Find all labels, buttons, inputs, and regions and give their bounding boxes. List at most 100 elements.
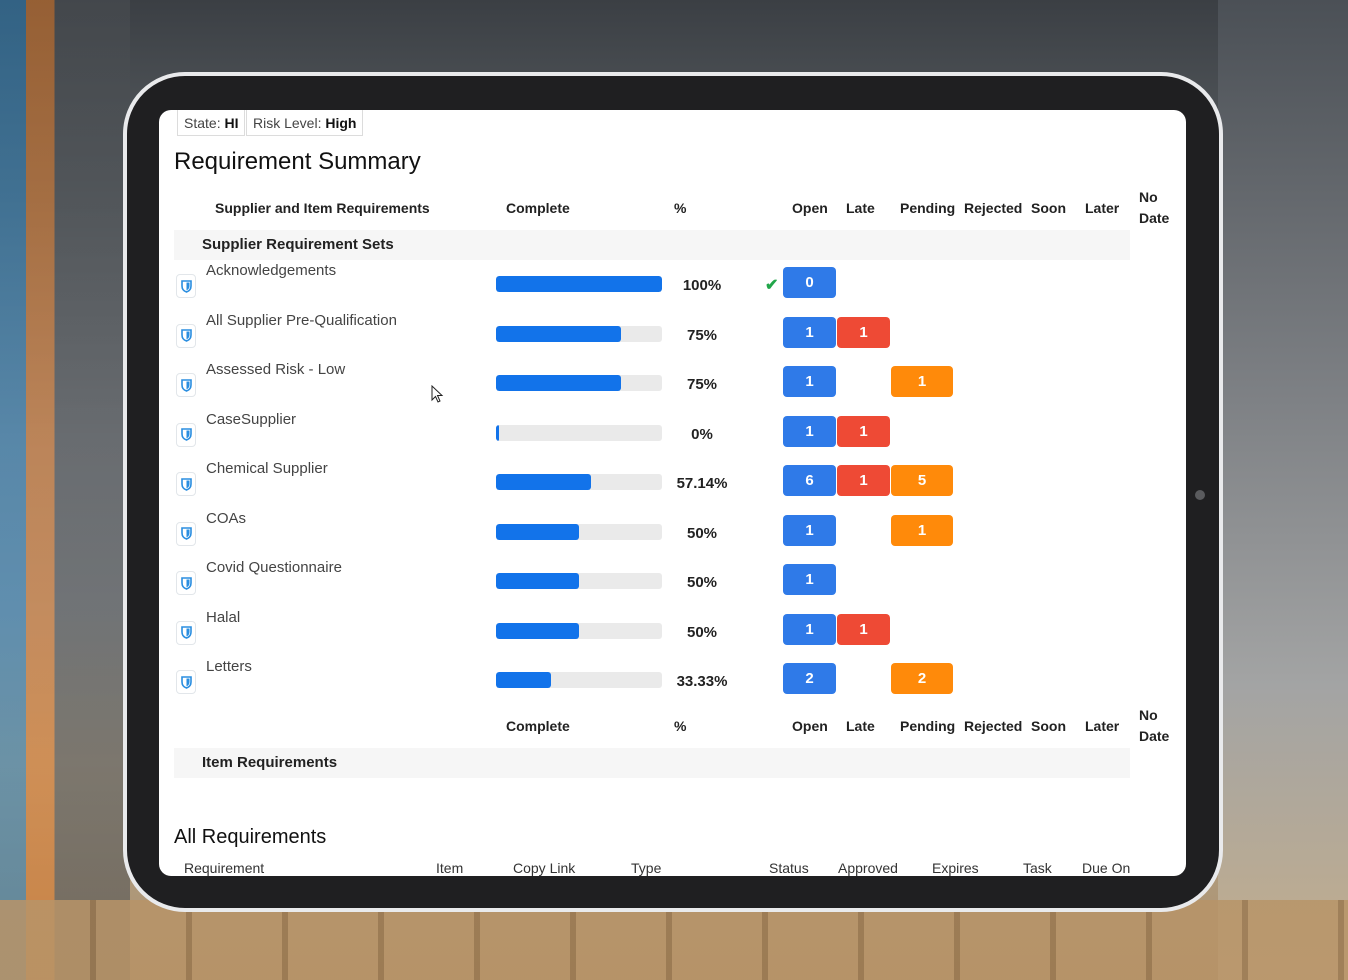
progress-bar: [496, 474, 662, 490]
col-header-nodate-1: No: [1139, 189, 1158, 205]
progress-bar: [496, 672, 662, 688]
col-header-late: Late: [846, 200, 875, 216]
progress-bar: [496, 276, 662, 292]
progress-fill: [496, 276, 662, 292]
pending-count-badge[interactable]: 2: [891, 663, 953, 694]
all-col-due-on[interactable]: Due On: [1082, 860, 1131, 876]
col-header-percent-2: %: [674, 718, 687, 734]
open-count-badge[interactable]: 1: [783, 514, 836, 546]
late-count-badge[interactable]: 1: [837, 415, 890, 447]
table-row[interactable]: Letters 33.33% 2 2: [159, 658, 1186, 707]
percent-complete: 50%: [686, 574, 718, 591]
section-item-requirements: Item Requirements: [174, 748, 1130, 778]
open-count-badge[interactable]: 2: [783, 663, 836, 694]
progress-bar: [496, 573, 662, 589]
open-count-badge[interactable]: 1: [783, 366, 836, 397]
table-row[interactable]: COAs 50% 1 1: [159, 510, 1186, 559]
table-row[interactable]: Acknowledgements 100% ✔ 0: [159, 262, 1186, 311]
shield-icon[interactable]: [176, 274, 196, 298]
requirement-name[interactable]: All Supplier Pre-Qualification: [206, 311, 397, 329]
percent-complete: 100%: [682, 277, 722, 294]
all-col-item[interactable]: Item: [436, 860, 464, 876]
requirement-name[interactable]: Letters: [206, 658, 252, 675]
requirement-name[interactable]: Assessed Risk - Low: [206, 361, 346, 378]
shield-icon[interactable]: [176, 472, 196, 496]
requirement-name[interactable]: Halal: [206, 608, 241, 626]
progress-fill: [496, 672, 552, 688]
state-value: HI: [224, 115, 239, 131]
table-row[interactable]: Chemical Supplier 57.14% 6 1 5: [159, 460, 1186, 509]
pending-count-badge[interactable]: 5: [891, 465, 953, 496]
progress-bar: [496, 325, 662, 342]
state-filter-chip[interactable]: State: HI: [177, 110, 246, 136]
col-header-rejected-2: Rejected: [964, 718, 1023, 734]
late-count-badge[interactable]: 1: [837, 465, 890, 496]
late-count-badge[interactable]: 1: [837, 316, 890, 348]
table-row[interactable]: CaseSupplier 0% 1 1: [159, 411, 1186, 460]
col-header-later: Later: [1085, 200, 1120, 216]
requirement-name[interactable]: Acknowledgements: [206, 262, 337, 279]
background-boxes: [0, 900, 1348, 980]
check-icon: ✔: [765, 277, 779, 294]
background-left: [0, 0, 130, 980]
all-col-expires[interactable]: Expires: [932, 860, 979, 876]
requirement-name[interactable]: Chemical Supplier: [206, 460, 328, 477]
requirement-name[interactable]: Covid Questionnaire: [206, 559, 342, 576]
percent-complete: 50%: [686, 623, 718, 641]
open-count-badge[interactable]: 6: [783, 465, 836, 496]
requirement-name[interactable]: CaseSupplier: [206, 410, 297, 428]
all-col-approved[interactable]: Approved: [838, 860, 898, 876]
progress-bar: [496, 523, 662, 540]
shield-icon[interactable]: [176, 670, 196, 694]
percent-complete: 0%: [691, 425, 713, 443]
all-col-requirement[interactable]: Requirement: [184, 860, 265, 876]
col-header-open: Open: [792, 200, 828, 216]
risk-filter-chip[interactable]: Risk Level: High: [246, 110, 364, 136]
table-row[interactable]: All Supplier Pre-Qualification 75% 1 1: [159, 312, 1186, 361]
all-col-status[interactable]: Status: [769, 860, 809, 876]
app-screen: State: HI Risk Level: High Requirement S…: [159, 110, 1186, 876]
col-header-requirements: Supplier and Item Requirements: [215, 200, 430, 216]
progress-bar: [496, 622, 662, 639]
shield-icon[interactable]: [176, 571, 196, 595]
open-count-badge[interactable]: 1: [783, 613, 836, 645]
open-count-badge[interactable]: 0: [783, 267, 836, 298]
shield-icon[interactable]: [176, 373, 196, 397]
col-header-complete-2: Complete: [506, 718, 570, 734]
shield-icon[interactable]: [176, 422, 196, 447]
col-header-complete: Complete: [506, 200, 570, 216]
requirement-name[interactable]: COAs: [206, 509, 247, 527]
all-requirements-title: All Requirements: [174, 826, 327, 848]
open-count-badge[interactable]: 1: [783, 564, 836, 595]
table-row[interactable]: Assessed Risk - Low 75% 1 1: [159, 361, 1186, 410]
progress-fill: [496, 523, 579, 540]
col-header-soon-2: Soon: [1031, 718, 1066, 734]
col-header-soon: Soon: [1031, 200, 1066, 216]
progress-fill: [496, 375, 621, 391]
shield-icon[interactable]: [176, 620, 196, 645]
percent-complete: 57.14%: [676, 475, 728, 492]
risk-label: Risk Level:: [253, 115, 322, 131]
all-col-copy-link[interactable]: Copy Link: [513, 860, 576, 876]
col-header-nodate-1b: No: [1139, 707, 1158, 723]
table-row[interactable]: Halal 50% 1 1: [159, 609, 1186, 658]
all-col-task[interactable]: Task: [1023, 860, 1052, 876]
progress-bar: [496, 375, 662, 391]
pending-count-badge[interactable]: 1: [891, 514, 953, 546]
pending-count-badge[interactable]: 1: [891, 366, 953, 397]
open-count-badge[interactable]: 1: [783, 316, 836, 348]
progress-fill: [496, 424, 500, 441]
progress-fill: [496, 325, 621, 342]
background-right: [1218, 0, 1348, 980]
col-header-nodate-2: Date: [1139, 210, 1170, 226]
all-col-type[interactable]: Type: [631, 860, 662, 876]
shield-icon[interactable]: [176, 323, 196, 348]
progress-fill: [496, 573, 579, 589]
col-header-pending: Pending: [900, 200, 956, 216]
col-header-later-2: Later: [1085, 718, 1120, 734]
section-supplier-requirement-sets: Supplier Requirement Sets: [174, 230, 1130, 260]
open-count-badge[interactable]: 1: [783, 415, 836, 447]
table-row[interactable]: Covid Questionnaire 50% 1: [159, 559, 1186, 608]
late-count-badge[interactable]: 1: [837, 613, 890, 645]
shield-icon[interactable]: [176, 521, 196, 546]
